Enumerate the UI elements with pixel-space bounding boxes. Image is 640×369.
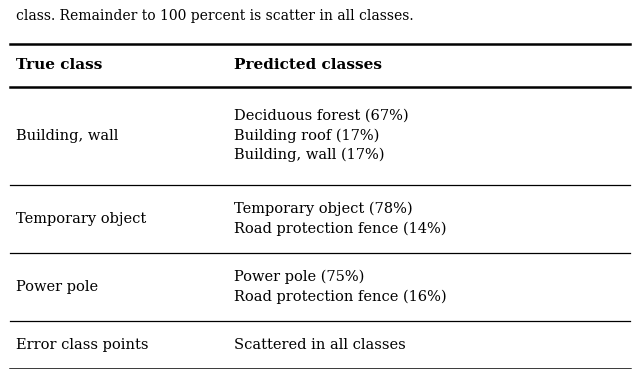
Text: Predicted classes: Predicted classes xyxy=(234,59,381,72)
Text: Power pole: Power pole xyxy=(16,280,98,294)
Text: Scattered in all classes: Scattered in all classes xyxy=(234,338,405,352)
Text: Power pole (75%)
Road protection fence (16%): Power pole (75%) Road protection fence (… xyxy=(234,270,446,304)
Text: class. Remainder to 100 percent is scatter in all classes.: class. Remainder to 100 percent is scatt… xyxy=(16,9,413,23)
Text: True class: True class xyxy=(16,59,102,72)
Text: Temporary object (78%)
Road protection fence (14%): Temporary object (78%) Road protection f… xyxy=(234,202,446,235)
Text: Error class points: Error class points xyxy=(16,338,148,352)
Text: Deciduous forest (67%)
Building roof (17%)
Building, wall (17%): Deciduous forest (67%) Building roof (17… xyxy=(234,109,408,162)
Text: Temporary object: Temporary object xyxy=(16,212,147,225)
Text: Building, wall: Building, wall xyxy=(16,129,118,142)
